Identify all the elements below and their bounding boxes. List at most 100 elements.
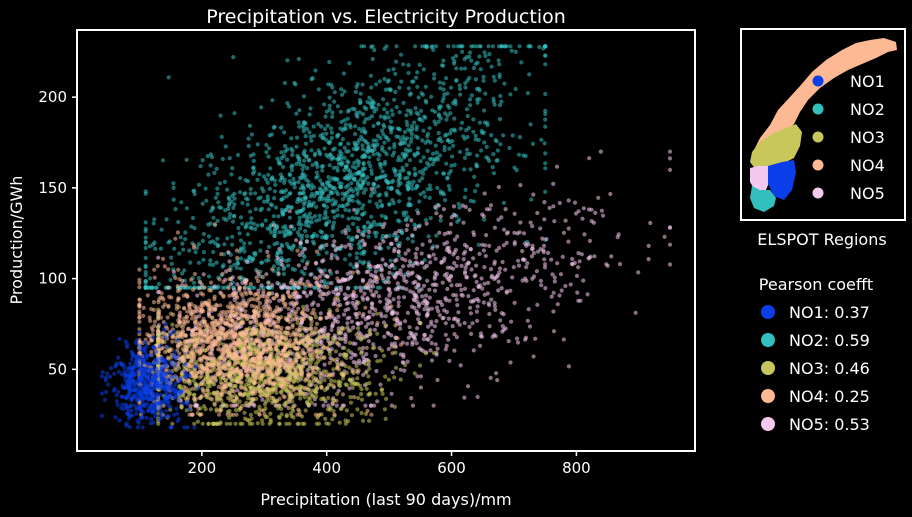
data-point: [378, 114, 383, 119]
data-point: [496, 279, 501, 284]
data-point: [327, 107, 332, 112]
data-point: [279, 197, 284, 202]
data-point: [376, 121, 381, 126]
data-point: [414, 341, 419, 346]
data-point: [319, 164, 324, 169]
data-point: [285, 285, 290, 290]
data-point: [156, 281, 162, 287]
data-point: [442, 111, 448, 116]
data-point: [297, 252, 302, 257]
data-point: [355, 145, 360, 151]
data-point: [232, 196, 237, 201]
data-point: [356, 228, 361, 234]
data-point: [297, 281, 302, 286]
data-point: [316, 148, 321, 153]
data-point: [427, 295, 432, 300]
data-point: [238, 238, 244, 243]
data-point: [229, 172, 234, 177]
data-point: [421, 190, 426, 195]
data-point: [265, 226, 270, 231]
data-point: [426, 163, 432, 168]
data-point: [336, 291, 341, 296]
data-point: [272, 242, 277, 247]
data-point: [228, 382, 233, 387]
data-point: [533, 336, 538, 341]
data-point: [335, 168, 340, 173]
data-point: [224, 316, 229, 321]
data-point: [307, 130, 312, 135]
data-point: [409, 136, 414, 141]
data-point: [342, 155, 347, 160]
data-point: [270, 175, 275, 180]
data-point: [383, 416, 388, 421]
data-point: [428, 216, 433, 221]
data-point: [387, 265, 392, 270]
data-point: [264, 258, 269, 263]
data-point: [433, 256, 438, 261]
data-point: [283, 232, 288, 237]
data-point: [208, 240, 213, 245]
data-point: [406, 143, 411, 148]
data-point: [495, 148, 500, 153]
data-point: [342, 145, 347, 150]
data-point: [355, 188, 360, 193]
data-point: [346, 167, 351, 172]
data-point: [238, 215, 244, 220]
data-point: [508, 92, 513, 97]
data-point: [195, 419, 200, 424]
data-point: [420, 294, 425, 299]
data-point: [515, 340, 521, 345]
data-point: [500, 329, 505, 334]
data-point: [296, 285, 301, 290]
data-point: [471, 117, 476, 122]
data-point: [345, 321, 350, 326]
data-point: [448, 222, 454, 227]
data-point: [170, 421, 175, 426]
data-point: [143, 240, 148, 246]
data-point: [417, 169, 422, 174]
data-point: [330, 197, 335, 202]
data-point: [467, 103, 473, 108]
data-point: [388, 127, 394, 132]
data-point: [356, 216, 361, 221]
data-point: [396, 295, 401, 300]
data-point: [288, 224, 293, 229]
data-point: [481, 248, 486, 253]
data-point: [403, 218, 409, 223]
data-point: [318, 245, 323, 250]
data-point: [405, 310, 410, 315]
data-point: [247, 381, 252, 386]
data-point: [362, 291, 367, 296]
data-point: [221, 279, 226, 284]
data-point: [227, 156, 232, 161]
data-point: [516, 263, 522, 268]
data-point: [420, 300, 425, 305]
data-point: [397, 219, 402, 224]
data-point: [183, 344, 188, 349]
data-point: [322, 102, 327, 107]
data-point: [459, 292, 464, 297]
data-point: [514, 168, 519, 173]
data-point: [206, 421, 211, 426]
data-point: [169, 261, 174, 266]
data-point: [330, 209, 335, 214]
data-point: [480, 242, 485, 247]
data-point: [143, 245, 148, 251]
data-point: [418, 320, 423, 326]
data-point: [667, 167, 673, 172]
data-point: [452, 162, 457, 167]
data-point: [544, 237, 549, 242]
data-point: [298, 333, 303, 339]
data-point: [403, 319, 408, 324]
data-point: [542, 217, 547, 222]
data-point: [352, 176, 357, 181]
data-point: [293, 289, 298, 294]
data-point: [367, 381, 372, 386]
data-point: [570, 256, 575, 262]
data-point: [313, 151, 318, 156]
data-point: [211, 262, 216, 267]
data-point: [508, 360, 513, 365]
data-point: [482, 108, 487, 113]
data-point: [199, 394, 204, 399]
data-point: [455, 255, 460, 260]
